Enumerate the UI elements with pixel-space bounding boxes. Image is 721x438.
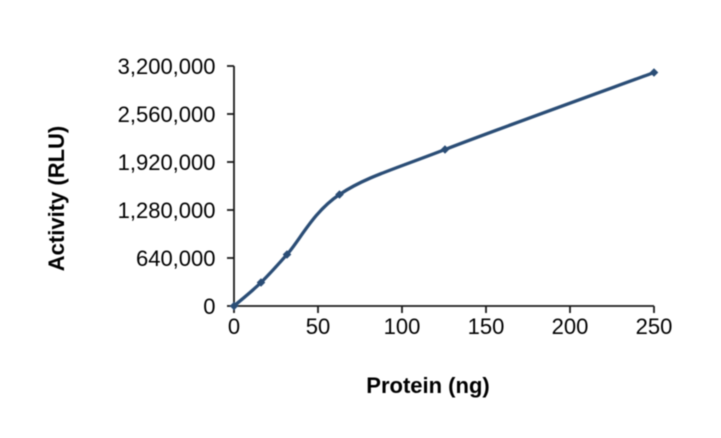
svg-text:150: 150 [468, 314, 505, 339]
svg-text:1,920,000: 1,920,000 [118, 150, 216, 175]
svg-text:1,280,000: 1,280,000 [118, 198, 216, 223]
svg-text:100: 100 [384, 314, 421, 339]
svg-text:3,200,000: 3,200,000 [118, 54, 216, 79]
svg-text:200: 200 [552, 314, 589, 339]
svg-text:640,000: 640,000 [136, 246, 216, 271]
svg-text:0: 0 [203, 294, 215, 319]
svg-text:2,560,000: 2,560,000 [118, 102, 216, 127]
svg-text:50: 50 [306, 314, 330, 339]
svg-text:0: 0 [228, 314, 240, 339]
svg-text:250: 250 [636, 314, 673, 339]
svg-text:Activity (RLU): Activity (RLU) [44, 126, 69, 271]
svg-text:Protein (ng): Protein (ng) [366, 373, 489, 398]
